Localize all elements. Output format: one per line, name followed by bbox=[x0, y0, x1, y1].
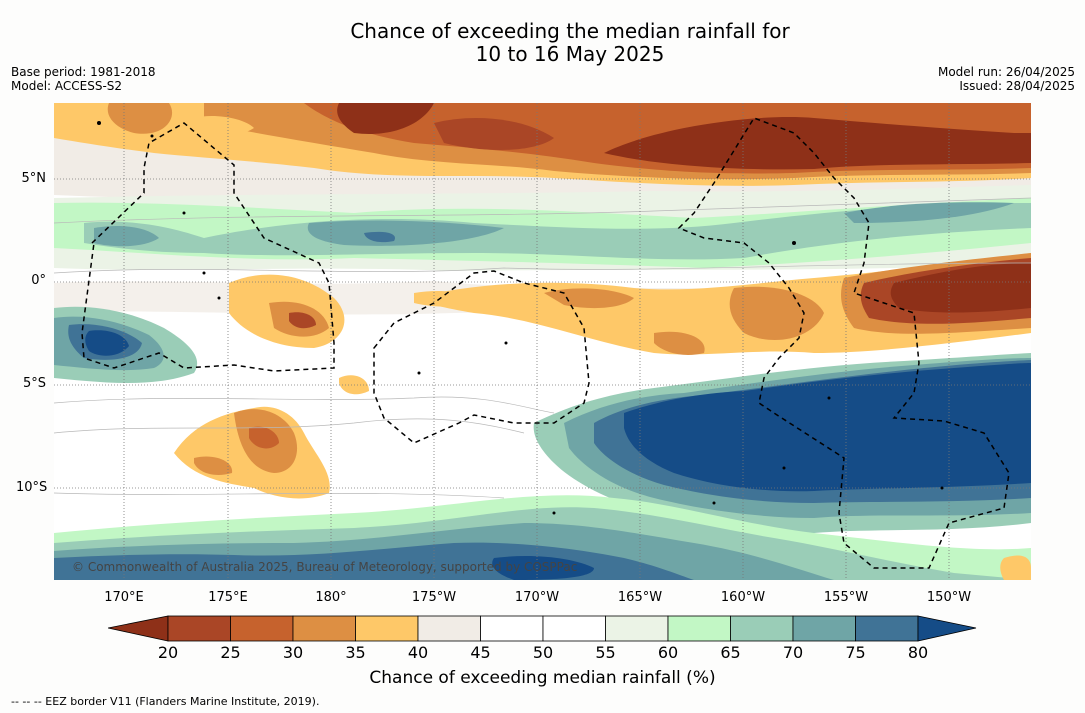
model-run: Model run: 26/04/2025 bbox=[937, 65, 1075, 79]
lon-label-165w: 165°W bbox=[617, 590, 663, 605]
central-wet-core bbox=[307, 220, 504, 246]
lon-label-155w: 155°W bbox=[823, 590, 869, 605]
central-wet-core-2 bbox=[94, 226, 159, 247]
colorbar-tick-label: 50 bbox=[532, 643, 554, 662]
southern-dry-spot bbox=[1000, 555, 1031, 580]
lon-label-180: 180° bbox=[315, 590, 347, 605]
southwest-dry-3 bbox=[194, 456, 233, 475]
central-wet-band bbox=[84, 203, 1031, 260]
eez-borders bbox=[81, 117, 1010, 569]
issued-date: Issued: 28/04/2025 bbox=[959, 79, 1075, 93]
eq-dry-band-2 bbox=[544, 288, 634, 309]
lon-label-170e: 170°E bbox=[104, 590, 144, 605]
title-line-2: 10 to 16 May 2025 bbox=[475, 42, 665, 66]
central-wet-dark bbox=[364, 231, 395, 243]
southwest-dry-core bbox=[249, 426, 279, 449]
colorbar-tick-label: 45 bbox=[470, 643, 491, 662]
colorbar-cells bbox=[167, 615, 919, 642]
colorbar-low-extend bbox=[108, 615, 169, 642]
eq-dry-small-2 bbox=[414, 291, 484, 307]
southern-wet-core bbox=[492, 556, 594, 580]
lat-label-5n: 5°N bbox=[21, 171, 47, 186]
colorbar-cell bbox=[417, 615, 481, 642]
north-dry-core-2 bbox=[337, 103, 434, 134]
colorbar-tick-label: 40 bbox=[407, 643, 429, 662]
colorbar-tick-label: 70 bbox=[782, 643, 804, 662]
eq-dry-band-3 bbox=[729, 286, 824, 341]
colorbar bbox=[108, 615, 977, 642]
colorbar-tick-label: 75 bbox=[845, 643, 866, 662]
colorbar-cell bbox=[667, 615, 731, 642]
colorbar-tick-label: 25 bbox=[220, 643, 241, 662]
north-dry-core-3 bbox=[434, 118, 554, 150]
colorbar-tick-label: 35 bbox=[345, 643, 366, 662]
midwest-dry-core bbox=[289, 312, 316, 329]
lon-label-150w: 150°W bbox=[926, 590, 972, 605]
west-wet-core bbox=[85, 330, 129, 356]
north-west-dry bbox=[107, 103, 173, 134]
lon-label-175w: 175°W bbox=[411, 590, 457, 605]
meta-left: Base period: 1981-2018 Model: ACCESS-S2 bbox=[11, 65, 156, 93]
colorbar-cell bbox=[480, 615, 544, 642]
footer-note: -- -- -- EEZ border V11 (Flanders Marine… bbox=[11, 695, 320, 708]
colorbar-tick-label: 20 bbox=[157, 643, 179, 662]
map-title: Chance of exceeding the median rainfall … bbox=[0, 20, 1085, 66]
north-dry-core bbox=[604, 117, 1031, 170]
colorbar-tick-label: 55 bbox=[595, 643, 616, 662]
colorbar-cell bbox=[730, 615, 794, 642]
model-name: Model: ACCESS-S2 bbox=[11, 79, 123, 93]
graticule bbox=[54, 103, 1031, 580]
lon-label-175e: 175°E bbox=[208, 590, 248, 605]
colorbar-cell bbox=[292, 615, 356, 642]
base-period: Base period: 1981-2018 bbox=[11, 65, 156, 79]
colorbar-cell bbox=[792, 615, 856, 642]
southeast-wet-core bbox=[624, 363, 1031, 492]
colorbar-cell bbox=[542, 615, 606, 642]
colorbar-tick-label: 30 bbox=[282, 643, 304, 662]
colorbar-label: Chance of exceeding median rainfall (%) bbox=[369, 668, 716, 688]
colorbar-cell bbox=[167, 615, 231, 642]
lat-label-0: 0° bbox=[31, 273, 46, 288]
eq-dry-core-2 bbox=[890, 263, 1031, 313]
colorbar-high-extend bbox=[917, 615, 977, 642]
colorbar-cell bbox=[605, 615, 669, 642]
lon-label-170w: 170°W bbox=[514, 590, 560, 605]
copyright-text: © Commonwealth of Australia 2025, Bureau… bbox=[72, 560, 577, 574]
central-wet-east bbox=[844, 202, 1014, 223]
north-west-dry-2 bbox=[194, 116, 254, 137]
lat-label-5s: 5°S bbox=[22, 376, 46, 391]
colorbar-cell bbox=[855, 615, 919, 642]
lon-label-160w: 160°W bbox=[720, 590, 766, 605]
colorbar-tick-label: 60 bbox=[657, 643, 679, 662]
eq-dry-small bbox=[654, 331, 705, 355]
rainfall-map: © Commonwealth of Australia 2025, Bureau… bbox=[54, 103, 1031, 580]
colorbar-cell bbox=[230, 615, 294, 642]
title-line-1: Chance of exceeding the median rainfall … bbox=[350, 19, 790, 43]
colorbar-cell bbox=[355, 615, 419, 642]
lat-label-10s: 10°S bbox=[16, 480, 48, 495]
islands bbox=[97, 121, 944, 515]
meta-right: Model run: 26/04/2025 Issued: 28/04/2025 bbox=[938, 65, 1075, 93]
colorbar-tick-label: 80 bbox=[907, 643, 929, 662]
colorbar-tick-label: 65 bbox=[720, 643, 741, 662]
contour-lines bbox=[54, 197, 1031, 499]
